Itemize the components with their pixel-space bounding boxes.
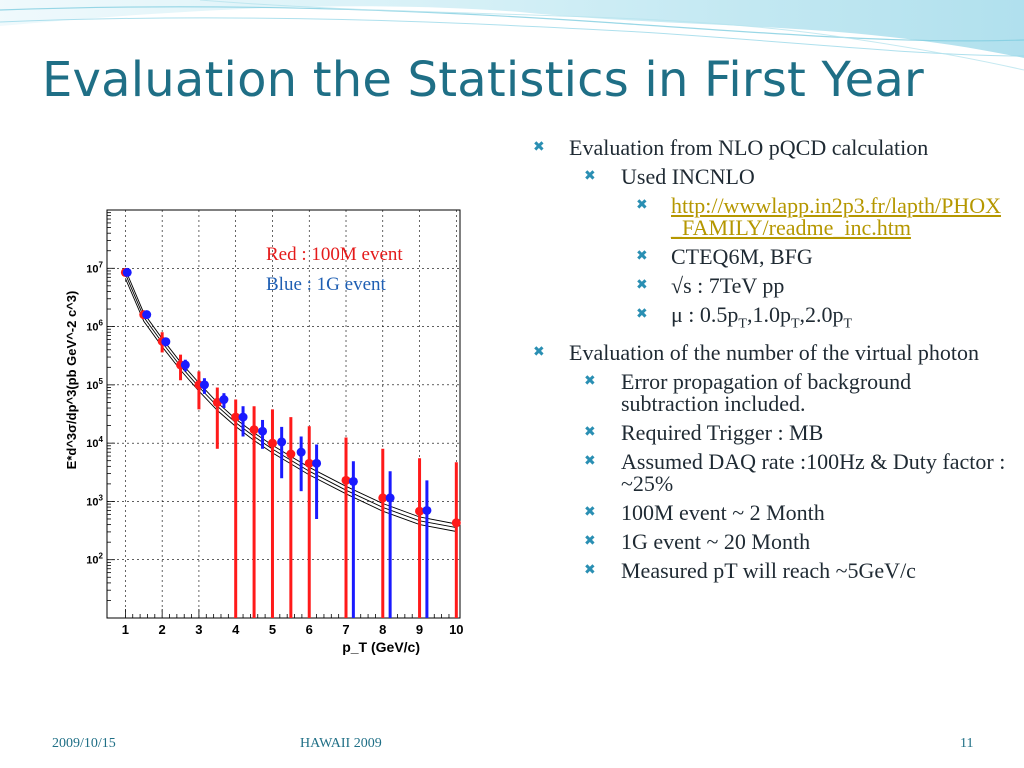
- x-bullet-icon: ✖: [636, 198, 648, 213]
- data-point: [348, 476, 358, 486]
- x-tick-label: 1: [122, 622, 129, 637]
- x-tick-label: 10: [449, 622, 463, 637]
- x-bullet-icon: ✖: [533, 140, 545, 155]
- x-bullet-icon: ✖: [533, 345, 545, 361]
- data-point: [385, 493, 395, 503]
- x-bullet-icon: ✖: [584, 374, 596, 390]
- legend-red: Red : 100M event: [266, 244, 403, 265]
- data-point: [219, 395, 229, 405]
- data-point: [451, 518, 461, 528]
- x-bullet-icon: ✖: [584, 454, 596, 470]
- plot-panel: 1 2 3 4 5 6 7 8 9 10 102 103 104 105 106 107 p_T (GeV/…: [64, 158, 504, 668]
- bullet-list: ✖ Evaluation from NLO pQCD calculation ✖ U…: [530, 130, 1010, 582]
- data-point: [277, 437, 287, 447]
- x-tick-label: 2: [159, 622, 166, 637]
- x-bullet-icon: ✖: [584, 534, 596, 550]
- legend-blue: Blue : 1G event: [266, 274, 387, 295]
- y-tick-label: 107: [86, 260, 103, 275]
- x-tick-label: 9: [416, 622, 423, 637]
- footer-date: 2009/10/15: [52, 736, 116, 751]
- bullet-url: ✖ http://wwwlapp.in2p3.fr/lapth/PHOX_FAMI…: [530, 195, 1010, 239]
- data-point: [180, 360, 190, 370]
- data-point: [231, 412, 241, 422]
- bullet-energy: ✖ √s : 7TeV pp: [636, 273, 785, 298]
- x-tick-label: 8: [379, 622, 386, 637]
- plot-frame: [106, 209, 461, 619]
- x-bullet-icon: ✖: [584, 563, 596, 579]
- x-tick-labels: 1 2 3 4 5 6 7 8 9 10: [122, 622, 464, 637]
- bullet-100m: ✖ 100M event ~ 2 Month: [584, 500, 825, 526]
- y-tick-label: 106: [86, 319, 103, 334]
- data-point: [341, 475, 351, 485]
- x-bullet-icon: ✖: [636, 307, 648, 322]
- bullet-trigger: ✖ Required Trigger : MB: [584, 420, 824, 446]
- data-point: [122, 267, 132, 277]
- x-tick-label: 7: [342, 622, 349, 637]
- slide-title: Evaluation the Statistics in First Year: [42, 52, 924, 108]
- bullet-1g: ✖ 1G event ~ 20 Month: [584, 529, 811, 555]
- data-point: [161, 337, 171, 347]
- y-tick-labels: 102 103 104 105 106 107: [86, 260, 103, 566]
- bullet-virtual-photon: ✖ Evaluation of the number of the virtual…: [533, 340, 979, 366]
- data-point: [199, 380, 209, 390]
- bullet-error-prop: ✖ Error propagation of background subtrac…: [584, 369, 912, 417]
- y-tick-label: 105: [86, 377, 103, 392]
- y-tick-label: 103: [86, 493, 103, 508]
- footer-event: HAWAII 2009: [300, 736, 382, 751]
- data-point: [304, 458, 314, 468]
- data-point: [415, 506, 425, 516]
- data-point: [296, 447, 306, 457]
- data-point: [286, 449, 296, 459]
- x-tick-label: 4: [232, 622, 240, 637]
- x-tick-label: 5: [269, 622, 276, 637]
- data-point: [267, 438, 277, 448]
- x-bullet-icon: ✖: [636, 278, 648, 293]
- x-bullet-icon: ✖: [636, 249, 648, 264]
- bullet-incnlo: ✖ Used INCNLO: [584, 164, 755, 189]
- data-point: [312, 458, 322, 468]
- data-point: [238, 412, 248, 422]
- series-blue: [122, 267, 432, 618]
- data-point: [249, 425, 259, 435]
- x-bullet-icon: ✖: [584, 169, 596, 184]
- y-tick-label: 104: [86, 435, 103, 450]
- bullet-nlo: ✖ Evaluation from NLO pQCD calculation: [533, 135, 929, 160]
- phox-family-link[interactable]: http://wwwlapp.in2p3.fr/lapth/PHOX_FAMIL…: [671, 193, 1001, 240]
- y-axis-label: E*d^3σ/dp^3(pb GeV^-2 c^3): [64, 291, 79, 470]
- y-tick-label: 102: [86, 552, 103, 567]
- header-wave-decoration: [0, 0, 1024, 71]
- bullet-daq: ✖ Assumed DAQ rate :100Hz & Duty factor :…: [584, 449, 1006, 497]
- data-point: [422, 505, 432, 515]
- data-point: [142, 310, 152, 320]
- x-bullet-icon: ✖: [584, 505, 596, 521]
- x-tick-label: 6: [306, 622, 313, 637]
- data-point: [258, 426, 268, 436]
- footer-page-number: 11: [960, 736, 974, 751]
- data-point: [378, 493, 388, 503]
- x-tick-label: 3: [195, 622, 202, 637]
- bullet-measured-pt: ✖ Measured pT will reach ~5GeV/c: [584, 558, 916, 584]
- x-bullet-icon: ✖: [584, 425, 596, 441]
- bullet-scale: ✖ μ : 0.5pT,1.0pT,2.0pT: [636, 302, 853, 332]
- cross-section-chart: 1 2 3 4 5 6 7 8 9 10 102 103 104 105 106 107 p_T (GeV/…: [64, 209, 464, 655]
- x-axis-label: p_T (GeV/c): [342, 639, 420, 655]
- bullet-pdf: ✖ CTEQ6M, BFG: [636, 244, 813, 269]
